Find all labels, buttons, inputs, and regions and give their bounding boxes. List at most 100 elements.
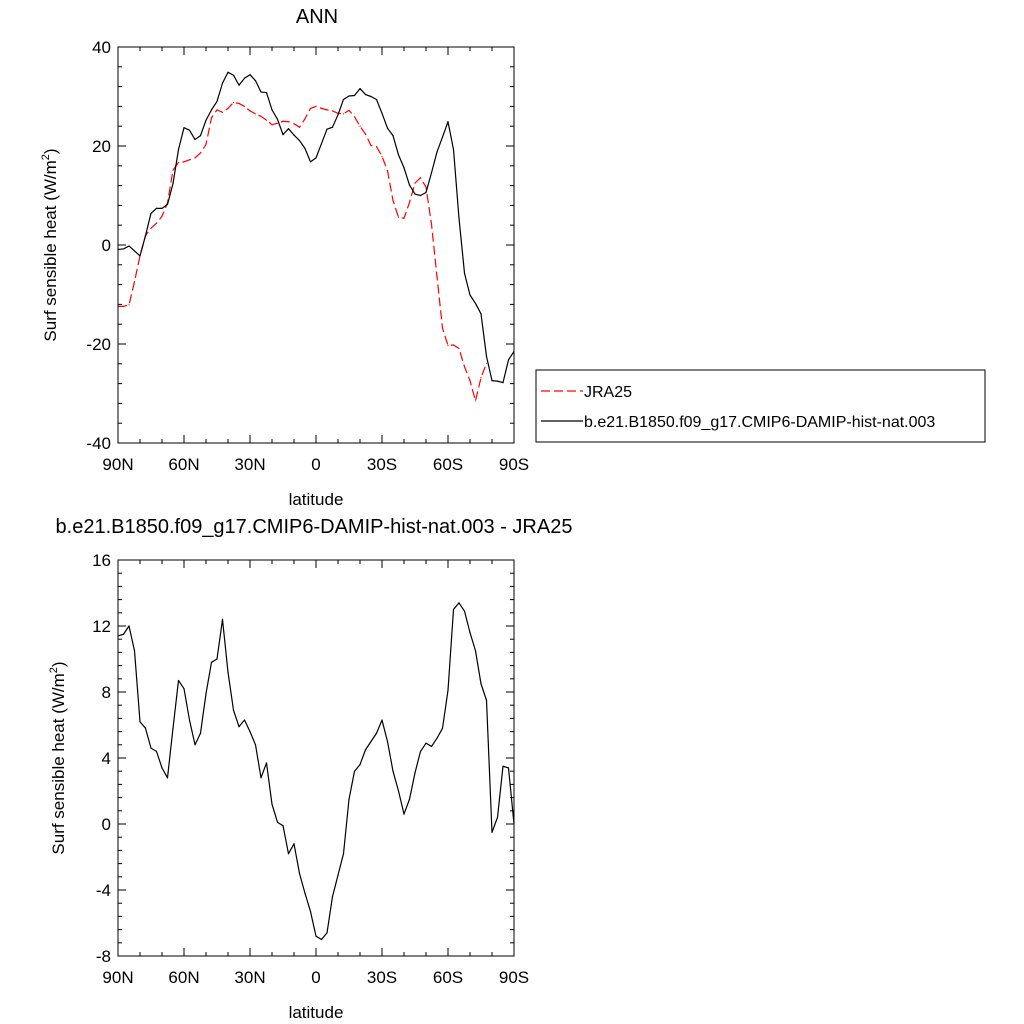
bottom-ylabel-sup: 2 bbox=[48, 667, 60, 673]
data-point bbox=[452, 608, 455, 611]
data-point bbox=[133, 250, 136, 252]
data-point bbox=[128, 304, 130, 306]
data-point bbox=[441, 136, 444, 138]
data-point bbox=[304, 147, 306, 150]
data-point bbox=[238, 726, 240, 728]
data-point bbox=[452, 344, 455, 346]
x-tick-label: 30N bbox=[234, 455, 265, 474]
data-point bbox=[254, 744, 257, 746]
x-tick-label: 60S bbox=[433, 968, 463, 987]
data-point bbox=[166, 203, 169, 206]
y-tick-label: 0 bbox=[102, 815, 111, 834]
data-point bbox=[458, 347, 460, 350]
x-tick-label: 90N bbox=[102, 455, 133, 474]
data-point bbox=[150, 747, 152, 749]
x-tick-label: 60S bbox=[433, 455, 463, 474]
data-point bbox=[337, 874, 339, 876]
data-point bbox=[485, 362, 488, 364]
data-point bbox=[172, 727, 174, 729]
data-point bbox=[287, 853, 290, 855]
data-point bbox=[298, 126, 301, 128]
top-chart-xlabel: latitude bbox=[289, 490, 344, 509]
y-tick-label: 4 bbox=[102, 749, 111, 768]
data-point bbox=[364, 749, 367, 751]
data-point bbox=[199, 135, 202, 137]
data-point bbox=[183, 688, 185, 690]
data-point bbox=[304, 118, 306, 120]
data-point bbox=[309, 107, 312, 109]
data-point bbox=[293, 134, 295, 136]
data-point bbox=[364, 133, 367, 135]
data-point bbox=[315, 935, 317, 937]
data-point bbox=[320, 142, 323, 145]
series-line-b-e21-b1850-f09-g17-cmip6-damip-hist-nat-003 bbox=[117, 71, 515, 384]
x-tick-label: 90S bbox=[499, 455, 529, 474]
data-point bbox=[216, 109, 218, 111]
data-point bbox=[430, 745, 433, 748]
data-point bbox=[315, 157, 317, 159]
data-point bbox=[370, 740, 372, 743]
legend-jra25-label: JRA25 bbox=[584, 384, 632, 401]
data-point bbox=[205, 119, 207, 121]
data-point bbox=[474, 650, 477, 652]
data-point bbox=[359, 125, 361, 127]
bottom-chart-frame bbox=[117, 559, 515, 957]
bottom-chart-ticks bbox=[117, 559, 515, 957]
bottom-chart-ylabel: Surf sensible heat (W/m2) bbox=[48, 661, 68, 854]
data-point bbox=[386, 170, 389, 172]
data-point bbox=[227, 107, 229, 109]
data-point bbox=[260, 91, 262, 93]
data-point bbox=[469, 632, 471, 634]
data-point bbox=[430, 172, 433, 174]
legend: JRA25 b.e21.B1850.f09_g17.CMIP6-DAMIP-hi… bbox=[535, 369, 986, 443]
data-point bbox=[216, 658, 218, 660]
data-point bbox=[194, 157, 196, 159]
data-point bbox=[458, 602, 460, 604]
data-point bbox=[474, 302, 477, 305]
top-ylabel-main: Surf sensible heat (W/m bbox=[41, 160, 60, 341]
data-point bbox=[342, 113, 345, 115]
x-tick-label: 60N bbox=[168, 968, 199, 987]
data-point bbox=[436, 737, 438, 739]
data-point bbox=[232, 101, 235, 104]
data-point bbox=[491, 831, 493, 833]
data-point bbox=[282, 134, 284, 136]
data-point bbox=[452, 148, 455, 151]
data-point bbox=[441, 727, 444, 729]
data-point bbox=[122, 248, 125, 250]
data-point bbox=[260, 115, 262, 117]
data-point bbox=[128, 245, 130, 247]
data-point bbox=[249, 110, 251, 112]
data-point bbox=[348, 798, 350, 800]
data-point bbox=[403, 813, 405, 815]
data-point bbox=[419, 750, 422, 753]
data-point bbox=[392, 770, 394, 772]
data-point bbox=[199, 732, 202, 734]
top-ylabel-sup: 2 bbox=[40, 154, 52, 160]
data-point bbox=[298, 872, 301, 875]
data-point bbox=[392, 135, 394, 137]
data-point bbox=[188, 129, 191, 131]
top-chart-ylabel: Surf sensible heat (W/m2) bbox=[40, 148, 60, 341]
data-point bbox=[480, 313, 482, 315]
data-point bbox=[425, 191, 427, 194]
data-point bbox=[342, 98, 345, 101]
top-chart: ANN 40 20 0 -20 -40 90N 60N 30N 0 30S 60S 90S latit… bbox=[40, 6, 529, 509]
data-point bbox=[199, 152, 202, 154]
data-point bbox=[436, 151, 438, 153]
data-point bbox=[331, 110, 334, 112]
x-tick-label: 30N bbox=[234, 968, 265, 987]
data-point bbox=[188, 719, 191, 721]
data-point bbox=[133, 650, 136, 652]
data-point bbox=[348, 95, 350, 97]
data-point bbox=[480, 683, 482, 685]
data-point bbox=[293, 123, 295, 125]
data-point bbox=[419, 177, 422, 179]
y-tick-label: 12 bbox=[92, 617, 111, 636]
data-point bbox=[386, 740, 389, 743]
data-point bbox=[496, 816, 499, 819]
y-tick-label: 16 bbox=[92, 551, 111, 570]
data-point bbox=[254, 113, 257, 115]
top-chart-title: ANN bbox=[296, 6, 338, 28]
